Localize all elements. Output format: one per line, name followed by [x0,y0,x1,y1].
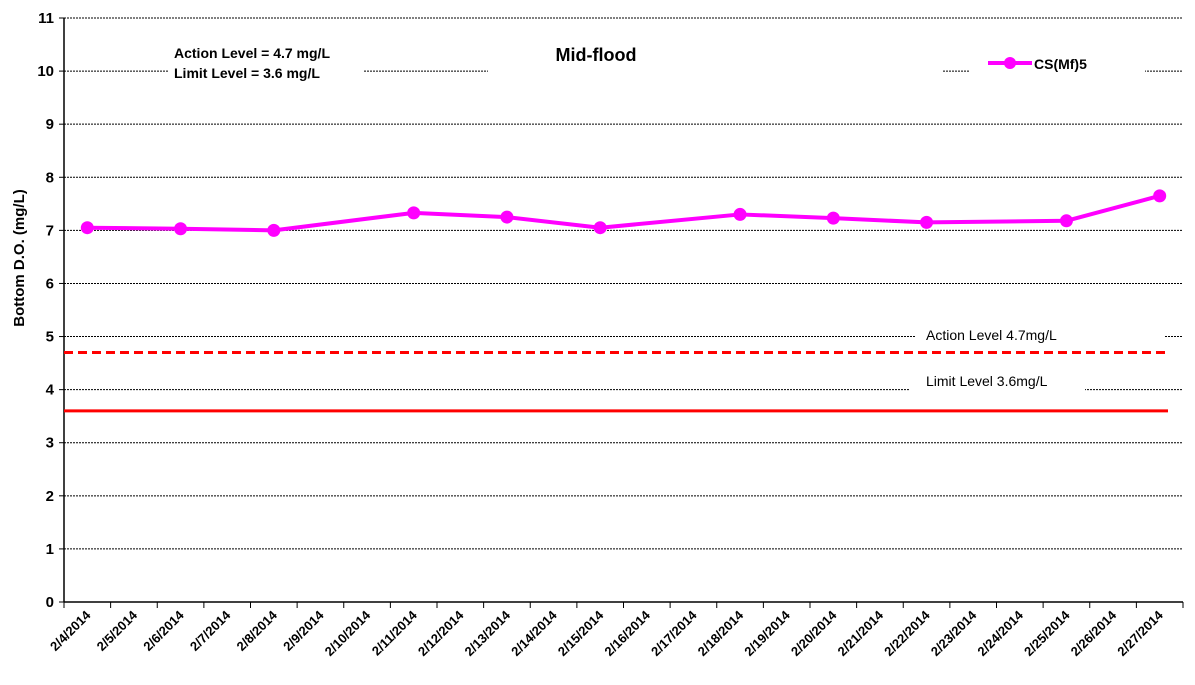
x-tick-label: 2/24/2014 [974,607,1026,659]
annotation-action-text: Action Level = 4.7 mg/L [174,45,330,61]
data-point [826,211,840,225]
data-point [80,221,94,235]
y-tick-label: 0 [46,594,54,611]
x-tick-label: 2/27/2014 [1114,607,1166,659]
x-tick-label: 2/11/2014 [369,607,421,659]
y-axis-label: Bottom D.O. (mg/L) [11,189,28,326]
y-tick-label: 9 [46,116,54,133]
data-point [733,207,747,221]
x-tick-label: 2/7/2014 [187,607,234,654]
action-level-label: Action Level 4.7mg/L [926,327,1057,343]
x-tick-label: 2/18/2014 [695,607,747,659]
x-tick-label: 2/20/2014 [788,607,840,659]
x-tick-label: 2/9/2014 [280,607,327,654]
data-point [920,215,934,229]
x-tick-labels: 2/4/2014 2/5/2014 2/6/2014 2/7/2014 2/8/2014… [47,607,1166,659]
x-tick-label: 2/19/2014 [741,607,793,659]
x-tick-label: 2/17/2014 [648,607,700,659]
y-tick-label: 6 [46,275,54,292]
limit-label-backdrop [910,371,1085,393]
y-tick-label: 11 [38,10,54,27]
series-points [80,189,1167,237]
annotation-limit-text: Limit Level = 3.6 mg/L [174,65,320,81]
x-tick-label: 2/25/2014 [1021,607,1073,659]
x-tick-label: 2/22/2014 [881,607,933,659]
x-tick-label: 2/13/2014 [462,607,514,659]
x-tick-label: 2/26/2014 [1068,607,1120,659]
series-lines [87,193,1161,233]
x-tick-label: 2/8/2014 [234,607,281,654]
action-label-backdrop [915,324,1165,346]
chart-title: Mid-flood [556,45,637,65]
x-tick-label: 2/21/2014 [835,607,887,659]
data-point [500,210,514,224]
x-tick-label: 2/16/2014 [601,607,653,659]
legend-label: CS(Mf)5 [1034,56,1087,72]
data-point [1153,189,1167,203]
gridlines [64,17,1183,550]
x-tick-label: 2/5/2014 [94,607,141,654]
x-tick-label: 2/4/2014 [47,607,94,654]
data-point [267,223,281,237]
y-tick-label: 8 [46,169,54,186]
reference-lines [64,350,1168,413]
x-tick-label: 2/15/2014 [555,607,607,659]
y-tick-label: 3 [46,435,54,452]
x-tick-label: 2/14/2014 [508,607,560,659]
y-tick-label: 4 [46,382,55,399]
y-tick-label: 5 [46,329,54,346]
x-tick-label: 2/6/2014 [140,607,187,654]
legend-marker [1004,57,1016,69]
annotation-backdrop [168,42,363,84]
x-tick-label: 2/10/2014 [322,607,374,659]
data-point [174,222,188,236]
series-line [87,193,1161,233]
axes [59,17,1184,608]
y-tick-label: 10 [37,63,54,80]
y-tick-label: 2 [46,488,54,505]
data-point [1059,214,1073,228]
x-tick-label: 2/23/2014 [928,607,980,659]
y-tick-labels: 0 1 2 3 4 5 6 7 8 9 10 11 [37,10,54,611]
title-backdrop [488,38,943,72]
data-point [593,221,607,235]
data-point [407,206,421,220]
y-tick-label: 1 [46,541,54,558]
y-tick-label: 7 [46,222,54,239]
x-tick-label: 2/12/2014 [415,607,467,659]
limit-level-label: Limit Level 3.6mg/L [926,373,1048,389]
